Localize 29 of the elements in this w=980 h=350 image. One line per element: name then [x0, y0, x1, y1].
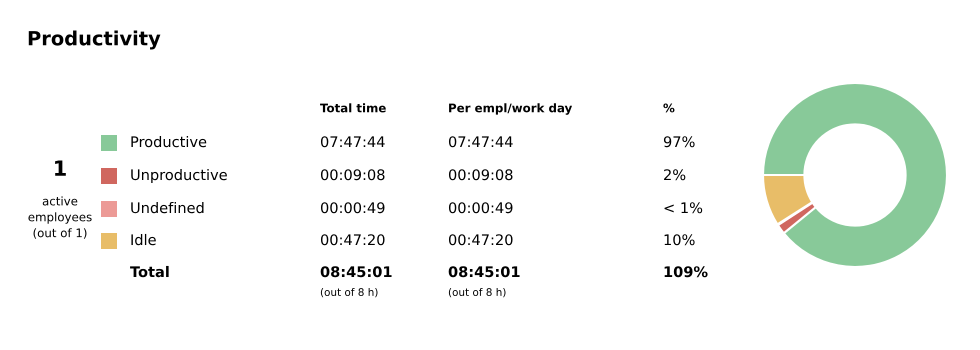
text: 07:47:44	[448, 136, 513, 148]
legend-label: Idle	[131, 234, 156, 246]
text: 00:47:20	[448, 234, 513, 246]
text: 08:45:01	[448, 266, 520, 278]
text: < 1%	[664, 202, 702, 214]
text: 08:45:01	[320, 266, 392, 278]
text: Productivity	[28, 30, 160, 50]
text: 00:00:49	[320, 202, 384, 214]
donut-slice	[762, 82, 948, 268]
text: 00:47:20	[320, 234, 385, 246]
text: 1	[55, 160, 66, 176]
text: 97%	[664, 136, 695, 148]
text: 00:09:08	[320, 169, 384, 180]
text: (out of 8 h)	[320, 288, 378, 298]
text: %	[663, 103, 674, 112]
text: 00:00:49	[448, 202, 512, 214]
text: 109%	[664, 266, 708, 278]
text: 2%	[664, 169, 686, 180]
legend-label: Unproductive	[131, 168, 227, 184]
text: (out of 8 h)	[448, 288, 506, 298]
text: 10%	[664, 234, 695, 246]
text: Total time	[320, 103, 386, 112]
text: 07:47:44	[320, 136, 385, 148]
text: 00:09:08	[448, 169, 512, 180]
legend-label: Productive	[131, 136, 206, 148]
text: active employees (out of 1)	[28, 196, 92, 239]
text: Per empl/work day	[449, 103, 572, 115]
legend-label: Undefined	[131, 202, 204, 214]
text: Total	[130, 266, 169, 278]
